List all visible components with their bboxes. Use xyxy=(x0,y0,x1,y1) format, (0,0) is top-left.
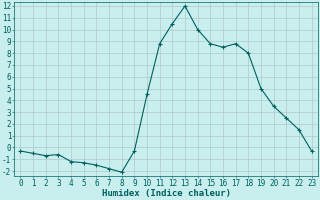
X-axis label: Humidex (Indice chaleur): Humidex (Indice chaleur) xyxy=(101,189,230,198)
